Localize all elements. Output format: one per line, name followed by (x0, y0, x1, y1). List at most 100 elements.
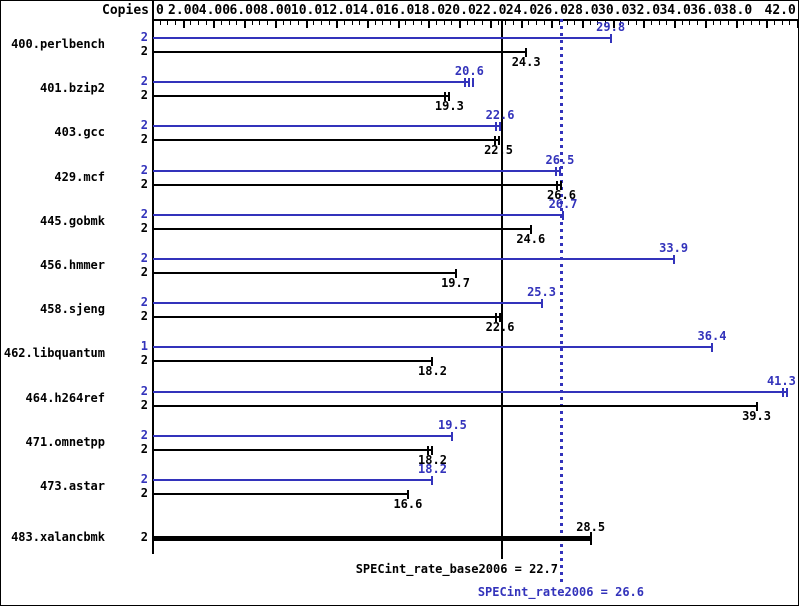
peak-value-label: 25.3 (527, 285, 556, 300)
base-value-label: 22.6 (485, 320, 515, 335)
base-value-label: 28.5 (576, 520, 606, 535)
peak-bar (153, 434, 453, 437)
base-bar-end-tick (589, 532, 592, 546)
peak-bar-end-tick (495, 122, 498, 132)
x-axis-minor-tick (267, 19, 269, 25)
peak-bar-end-tick (782, 387, 785, 397)
copies-label-base: 2 (140, 265, 148, 279)
peak-bar (153, 81, 470, 84)
peak-bar-end-tick (499, 122, 502, 132)
x-axis-minor-tick (297, 19, 299, 25)
base-bar-end-tick (495, 313, 498, 323)
benchmark-label: 464.h264ref (25, 390, 105, 405)
peak-bar-end-tick (786, 387, 789, 397)
base-bar-end-tick (525, 48, 528, 57)
x-axis-major-tick (581, 19, 584, 28)
base-value-label: 19.7 (441, 276, 470, 290)
peak-rate-summary-label: SPECint_rate2006 = 26.6 (477, 585, 644, 599)
x-axis-minor-tick (198, 19, 200, 25)
x-axis-minor-tick (251, 19, 253, 25)
base-bar-end-tick (406, 490, 409, 499)
copies-label-peak: 2 (140, 383, 148, 398)
x-axis-minor-tick (413, 19, 415, 25)
peak-bar-end-tick (472, 78, 475, 88)
benchmark-label: 401.bzip2 (39, 81, 105, 96)
base-bar (153, 316, 501, 319)
x-axis-major-tick (489, 19, 492, 28)
benchmark-label: 473.astar (39, 479, 105, 493)
copies-label-base: 2 (140, 88, 148, 103)
x-axis-minor-tick (597, 19, 599, 25)
x-axis-major-tick (244, 19, 247, 28)
base-bar-end-tick (497, 136, 500, 146)
peak-value-label: 20.6 (454, 64, 484, 79)
copies-label-peak: 2 (140, 251, 148, 265)
copies-label-base: 2 (140, 441, 148, 456)
x-axis-major-tick (182, 19, 185, 28)
copies-column-header: Copies (102, 3, 149, 18)
benchmark-label: 403.gcc (54, 125, 105, 140)
base-bar-end-tick (529, 224, 532, 234)
x-axis-minor-tick (605, 19, 607, 25)
x-axis-minor-tick (720, 19, 722, 25)
base-bar-end-tick (560, 180, 563, 190)
y-axis-line (152, 1, 154, 554)
copies-label-peak: 2 (140, 206, 148, 221)
x-axis-minor-tick (374, 19, 376, 25)
x-axis-major-tick (551, 19, 554, 28)
x-axis-minor-tick (781, 19, 783, 25)
x-axis-minor-tick (159, 19, 161, 25)
x-axis-minor-tick (651, 19, 653, 25)
peak-value-label: 26.5 (545, 152, 575, 167)
copies-label-base: 2 (140, 176, 148, 191)
base-bar (153, 404, 757, 407)
peak-bar-end-tick (554, 166, 557, 176)
x-axis-major-tick (796, 19, 798, 28)
x-axis-minor-tick (466, 19, 468, 25)
base-value-label: 16.6 (393, 497, 423, 511)
peak-bar-end-tick (464, 78, 467, 88)
x-axis-minor-tick (259, 19, 261, 25)
peak-value-label: 36.4 (697, 329, 727, 344)
x-axis-major-tick (305, 19, 308, 28)
x-axis-major-tick (459, 19, 462, 28)
x-axis-tick-label: 36.0 (690, 3, 722, 18)
base-bar-end-tick (499, 313, 502, 323)
copies-label-base: 2 (140, 44, 148, 58)
x-axis-minor-tick (451, 19, 453, 25)
x-axis-tick-label: 20.0 (444, 3, 476, 18)
x-axis-minor-tick (228, 19, 230, 25)
peak-value-label: 33.9 (659, 241, 689, 255)
x-axis-ruler-line (153, 19, 798, 21)
peak-bar (153, 125, 501, 128)
x-axis-minor-tick (658, 19, 660, 25)
peak-bar-end-tick (609, 34, 612, 43)
peak-bar-end-tick (451, 431, 454, 441)
x-axis-minor-tick (712, 19, 714, 25)
base-bar-end-tick (556, 180, 559, 190)
x-axis-major-tick (152, 19, 154, 28)
x-axis-minor-tick (589, 19, 591, 25)
base-bar (153, 183, 562, 186)
copies-label-peak: 2 (140, 295, 148, 310)
x-axis-minor-tick (543, 19, 545, 25)
x-axis-major-tick (520, 19, 523, 28)
base-value-label: 24.6 (516, 231, 546, 246)
benchmark-label: 445.gobmk (39, 213, 105, 228)
x-axis-tick-label: 2.00 (168, 3, 200, 18)
x-axis-minor-tick (320, 19, 322, 25)
copies-label-peak: 2 (140, 30, 148, 44)
base-bar (153, 227, 531, 230)
x-axis-minor-tick (558, 19, 560, 25)
peak-bar-end-tick (710, 343, 713, 353)
x-axis-major-tick (643, 19, 646, 28)
x-axis-tick-label: 4.00 (198, 3, 231, 18)
x-axis-major-tick (397, 19, 400, 28)
x-axis-minor-tick (666, 19, 668, 25)
x-axis-major-tick (428, 19, 431, 28)
x-axis-minor-tick (566, 19, 568, 25)
x-axis-major-tick (336, 19, 339, 28)
copies-label-base: 2 (140, 132, 148, 147)
benchmark-label: 400.perlbench (11, 37, 105, 51)
